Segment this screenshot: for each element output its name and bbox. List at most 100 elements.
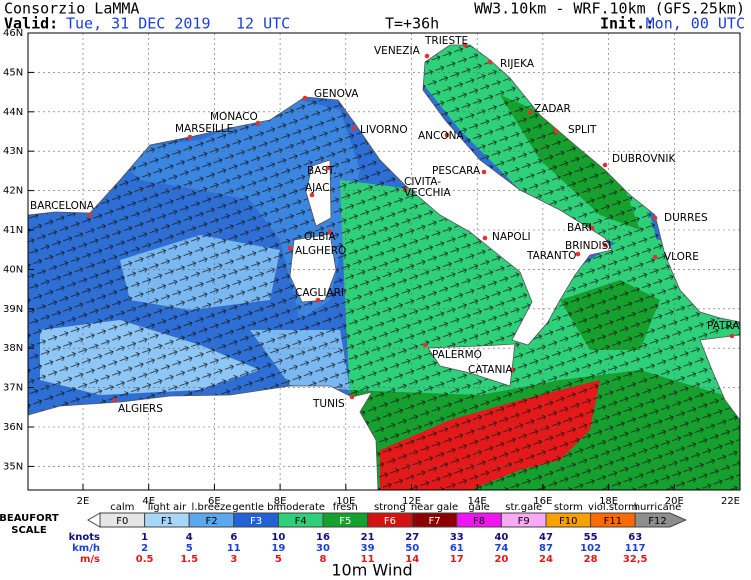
lat-label: 44N bbox=[3, 107, 23, 118]
city-dot bbox=[349, 394, 355, 400]
lon-label: 4E bbox=[142, 496, 155, 507]
city-label: TUNIS bbox=[312, 398, 345, 410]
threshold: 5 bbox=[186, 543, 193, 554]
lon-label: 2E bbox=[77, 496, 90, 507]
threshold: 1.5 bbox=[180, 554, 198, 565]
lat-label: 41N bbox=[3, 225, 23, 236]
ticks: 46N 45N 44N 43N 42N 41N 40N 39N 38N 37N 36N 35N 2E 4E… bbox=[3, 28, 741, 507]
threshold: 17 bbox=[450, 554, 464, 565]
valid-date: Tue, 31 DEC 2019 bbox=[66, 15, 211, 33]
threshold: 30 bbox=[316, 543, 330, 554]
city-label: VENEZIA bbox=[374, 45, 421, 57]
force-name: str.gale bbox=[505, 502, 542, 513]
lat-label: 39N bbox=[3, 304, 23, 315]
threshold: 74 bbox=[494, 543, 508, 554]
city-label: MARSEILLE bbox=[175, 123, 233, 135]
force-name: light air bbox=[148, 502, 187, 513]
city-label: BARCELONA bbox=[30, 200, 95, 212]
threshold: 61 bbox=[450, 543, 464, 554]
lat-label: 46N bbox=[3, 28, 23, 39]
threshold: 40 bbox=[494, 532, 508, 543]
scale-box bbox=[634, 512, 688, 528]
title: Consorzio LaMMA bbox=[4, 0, 139, 18]
lat-label: 40N bbox=[3, 264, 23, 275]
city-dot bbox=[575, 251, 581, 257]
city-label: PATRAS bbox=[707, 320, 746, 332]
city-label: ANCONA bbox=[418, 130, 464, 142]
city-label: VECCHIA bbox=[404, 187, 451, 199]
force-label: F5 bbox=[339, 516, 351, 527]
force-name: near gale bbox=[411, 502, 458, 513]
lon-label: 6E bbox=[208, 496, 221, 507]
lat-label: 38N bbox=[3, 343, 23, 354]
threshold: 117 bbox=[625, 543, 646, 554]
threshold: 19 bbox=[271, 543, 285, 554]
city-dot bbox=[729, 333, 735, 339]
city-dot bbox=[187, 134, 193, 140]
init-value: Mon, 00 UTC bbox=[646, 15, 745, 33]
city-label: ALGIERS bbox=[118, 403, 163, 415]
city-label: ZADAR bbox=[534, 103, 571, 115]
threshold: 87 bbox=[539, 543, 553, 554]
city-label: CAGLIARI bbox=[295, 287, 344, 299]
threshold: 47 bbox=[539, 532, 553, 543]
lat-label: 35N bbox=[3, 461, 23, 472]
lon-label: 20E bbox=[665, 496, 684, 507]
city-dot bbox=[482, 235, 488, 241]
city-dot bbox=[422, 342, 428, 348]
threshold: 16 bbox=[316, 532, 330, 543]
city-label: RIJEKA bbox=[500, 58, 535, 70]
city-label: CIVITA- bbox=[404, 176, 441, 188]
lon-label: 16E bbox=[533, 496, 552, 507]
graticule bbox=[28, 33, 740, 490]
threshold: 55 bbox=[584, 532, 598, 543]
city-dot bbox=[402, 187, 408, 193]
force-label: F11 bbox=[604, 516, 622, 527]
lat-label: 43N bbox=[3, 146, 23, 157]
lon-label: 10E bbox=[336, 496, 355, 507]
legend-title: BEAUFORT bbox=[0, 513, 59, 524]
city-dot bbox=[602, 242, 608, 248]
valid-time: 12 UTC bbox=[236, 15, 290, 33]
legend-title: SCALE bbox=[11, 525, 47, 536]
city-label: TRIESTE bbox=[424, 35, 468, 47]
city-label: OLBIA bbox=[304, 231, 336, 243]
threshold: 39 bbox=[361, 543, 375, 554]
city-dot bbox=[325, 165, 331, 171]
city-dot bbox=[527, 109, 533, 115]
city-dot bbox=[327, 229, 333, 235]
city-label: NAPOLI bbox=[492, 231, 531, 243]
force-name: gentle br. bbox=[232, 502, 280, 513]
city-dot bbox=[112, 397, 118, 403]
threshold: 3 bbox=[230, 554, 237, 565]
city-dot bbox=[424, 53, 430, 59]
city-dot bbox=[652, 215, 658, 221]
threshold: 33 bbox=[450, 532, 464, 543]
force-label: F9 bbox=[518, 516, 530, 527]
map-frame bbox=[27, 32, 741, 491]
city-dot bbox=[509, 367, 515, 373]
land bbox=[28, 33, 740, 490]
init-label: Init.: bbox=[600, 15, 654, 33]
city-dot bbox=[652, 254, 658, 260]
force-label: F3 bbox=[250, 516, 262, 527]
force-label: F7 bbox=[428, 516, 440, 527]
city-dot bbox=[602, 162, 608, 168]
city-label: CATANIA bbox=[468, 364, 513, 376]
force-name: storm bbox=[554, 502, 583, 513]
threshold: 0.5 bbox=[136, 554, 154, 565]
threshold: 1 bbox=[141, 532, 148, 543]
footer: 10m Wind bbox=[331, 561, 412, 580]
threshold: 5 bbox=[275, 554, 282, 565]
model-name: WW3.10km - WRF.10km (GFS.25km) bbox=[474, 0, 745, 18]
force-name: l.breeze bbox=[192, 502, 232, 513]
threshold: 6 bbox=[230, 532, 237, 543]
threshold: 2 bbox=[141, 543, 148, 554]
city-dot bbox=[309, 192, 315, 198]
city-label: MONACO bbox=[210, 111, 258, 123]
city-dot bbox=[553, 128, 559, 134]
force-name: viol.storm bbox=[588, 502, 638, 513]
scale-tip bbox=[87, 512, 101, 528]
threshold: 21 bbox=[361, 532, 375, 543]
